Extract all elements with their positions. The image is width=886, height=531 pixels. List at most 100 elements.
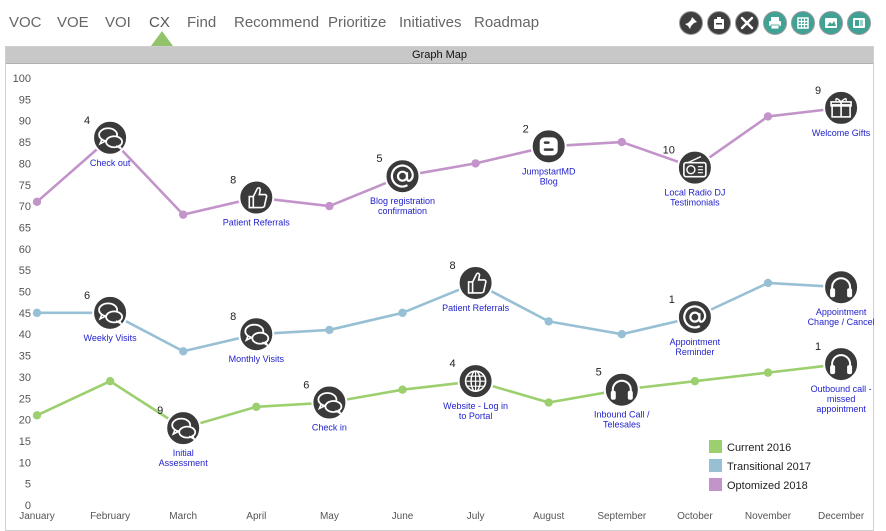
- touchpoint-13[interactable]: [530, 128, 567, 165]
- touchpoint-9[interactable]: [823, 269, 860, 306]
- y-tick-label-1: 5: [25, 479, 31, 491]
- pin-button[interactable]: [679, 11, 703, 35]
- series-0-point-3[interactable]: [252, 402, 261, 411]
- touchpoint-label-4[interactable]: Outbound call -missed appointment: [811, 384, 872, 414]
- touchpoint-label-3[interactable]: Inbound Call / Telesales: [594, 410, 650, 430]
- series-0-point-1[interactable]: [105, 376, 115, 386]
- touchpoint-label-15[interactable]: Welcome Gifts: [812, 128, 871, 138]
- touchpoint-label-13[interactable]: JumpstartMD Blog: [522, 166, 576, 186]
- touchpoint-7[interactable]: [457, 264, 494, 301]
- touchpoint-12[interactable]: [384, 158, 421, 195]
- touchpoint-label-5[interactable]: Weekly Visits: [84, 333, 138, 343]
- legend-swatch-0: [709, 440, 722, 453]
- series-line-2: [36, 106, 842, 216]
- series-2-point-2[interactable]: [179, 210, 188, 219]
- at-sign-icon: [390, 164, 414, 188]
- touchpoint-count-10: 4: [84, 115, 90, 127]
- nav-tab-voc[interactable]: VOC: [9, 14, 42, 31]
- touchpoint-6[interactable]: [238, 316, 275, 353]
- touchpoint-label-2[interactable]: Website - Log in to Portal: [443, 401, 508, 421]
- nav-tab-voi[interactable]: VOI: [105, 14, 131, 31]
- series-line-0: [36, 362, 842, 430]
- tools-icon: [740, 16, 754, 30]
- chat-bubbles-icon: [98, 302, 124, 326]
- nav-tab-find[interactable]: Find: [187, 14, 217, 31]
- nav-tab-initiatives[interactable]: Initiatives: [399, 14, 462, 31]
- export-image-button[interactable]: [819, 11, 843, 35]
- touchpoint-label-12[interactable]: Blog registration confirmation: [370, 196, 435, 216]
- series-2-point-6[interactable]: [471, 159, 480, 168]
- chat-bubbles-icon: [244, 323, 270, 348]
- series-1-point-10[interactable]: [763, 278, 773, 288]
- x-tick-label-2: March: [169, 511, 197, 522]
- series-1-point-4[interactable]: [325, 325, 334, 335]
- series-1-point-0[interactable]: [32, 308, 42, 318]
- x-tick-label-8: September: [597, 511, 647, 522]
- series-0-point-9[interactable]: [690, 376, 700, 386]
- grid-button[interactable]: [791, 11, 815, 35]
- series-1-point-8[interactable]: [617, 330, 626, 339]
- touchpoint-badge-3: [603, 371, 640, 408]
- nav-tab-recommend[interactable]: Recommend: [234, 14, 320, 31]
- touchpoint-label-6[interactable]: Monthly Visits: [229, 354, 285, 364]
- headphones-icon: [830, 354, 853, 375]
- touchpoint-3[interactable]: [603, 371, 640, 408]
- x-tick-label-10: November: [745, 511, 792, 522]
- nav-tab-prioritize[interactable]: Prioritize: [328, 14, 387, 31]
- print-button[interactable]: [763, 11, 787, 35]
- touchpoint-2[interactable]: [457, 363, 494, 400]
- touchpoint-badge-11: [238, 179, 275, 216]
- touchpoint-label-1[interactable]: Check in: [312, 423, 347, 433]
- chat-bubbles-icon: [317, 392, 343, 416]
- export-slides-button[interactable]: [847, 11, 871, 35]
- export-image-icon: [825, 18, 837, 28]
- touchpoint-4[interactable]: [823, 346, 860, 383]
- touchpoint-5[interactable]: [92, 294, 129, 331]
- touchpoint-0[interactable]: [165, 410, 202, 447]
- chat-bubbles-icon: [171, 417, 197, 442]
- touchpoint-label-8[interactable]: Appointment Reminder: [670, 337, 721, 357]
- series-0-point-7[interactable]: [544, 398, 553, 407]
- touchpoint-11[interactable]: [238, 179, 275, 216]
- touchpoint-label-0[interactable]: Initial Assessment: [159, 448, 209, 468]
- tools-button[interactable]: [735, 11, 759, 35]
- clipboard-button[interactable]: [707, 11, 731, 35]
- touchpoint-8[interactable]: [676, 299, 713, 336]
- series-0-point-0[interactable]: [32, 411, 42, 420]
- nav-tab-voe[interactable]: VOE: [57, 14, 89, 31]
- series-0-point-10[interactable]: [763, 368, 773, 377]
- series-2-point-8[interactable]: [617, 137, 626, 147]
- nav-tab-cx[interactable]: CX: [149, 14, 170, 31]
- globe-icon: [464, 370, 487, 392]
- series-0-point-5[interactable]: [398, 385, 407, 394]
- y-tick-label-5: 25: [19, 393, 31, 405]
- series-line-1: [37, 281, 842, 353]
- x-tick-label-11: December: [818, 511, 865, 522]
- touchpoint-label-10[interactable]: Check out: [90, 158, 131, 168]
- touchpoint-count-11: 8: [230, 175, 236, 187]
- touchpoint-label-11[interactable]: Patient Referrals: [223, 218, 291, 228]
- touchpoint-15[interactable]: [823, 89, 860, 126]
- pin-icon: [685, 17, 697, 29]
- y-tick-label-20: 100: [13, 73, 31, 85]
- series-2-point-0[interactable]: [32, 197, 42, 207]
- series-2-point-10[interactable]: [763, 112, 773, 121]
- graph-map-panel: Graph Map: [5, 46, 874, 531]
- y-tick-label-12: 60: [19, 244, 31, 256]
- series-1-point-5[interactable]: [398, 308, 407, 318]
- touchpoint-label-14[interactable]: Local Radio DJ Testimonials: [664, 188, 725, 208]
- touchpoint-label-7[interactable]: Patient Referrals: [442, 303, 510, 313]
- touchpoint-count-2: 4: [449, 358, 455, 370]
- touchpoint-1[interactable]: [311, 384, 348, 421]
- touchpoint-10[interactable]: [92, 119, 129, 156]
- series-1-point-2[interactable]: [179, 347, 188, 356]
- series-2-point-4[interactable]: [325, 201, 334, 211]
- x-tick-label-6: July: [467, 511, 485, 522]
- series-1-point-7[interactable]: [544, 317, 553, 326]
- legend-swatch-2: [709, 478, 722, 491]
- nav-tab-roadmap[interactable]: Roadmap: [474, 14, 540, 31]
- touchpoint-14[interactable]: [676, 149, 713, 186]
- touchpoint-label-9[interactable]: Appointment Change / Cancel: [808, 307, 875, 327]
- x-tick-label-5: June: [392, 511, 414, 522]
